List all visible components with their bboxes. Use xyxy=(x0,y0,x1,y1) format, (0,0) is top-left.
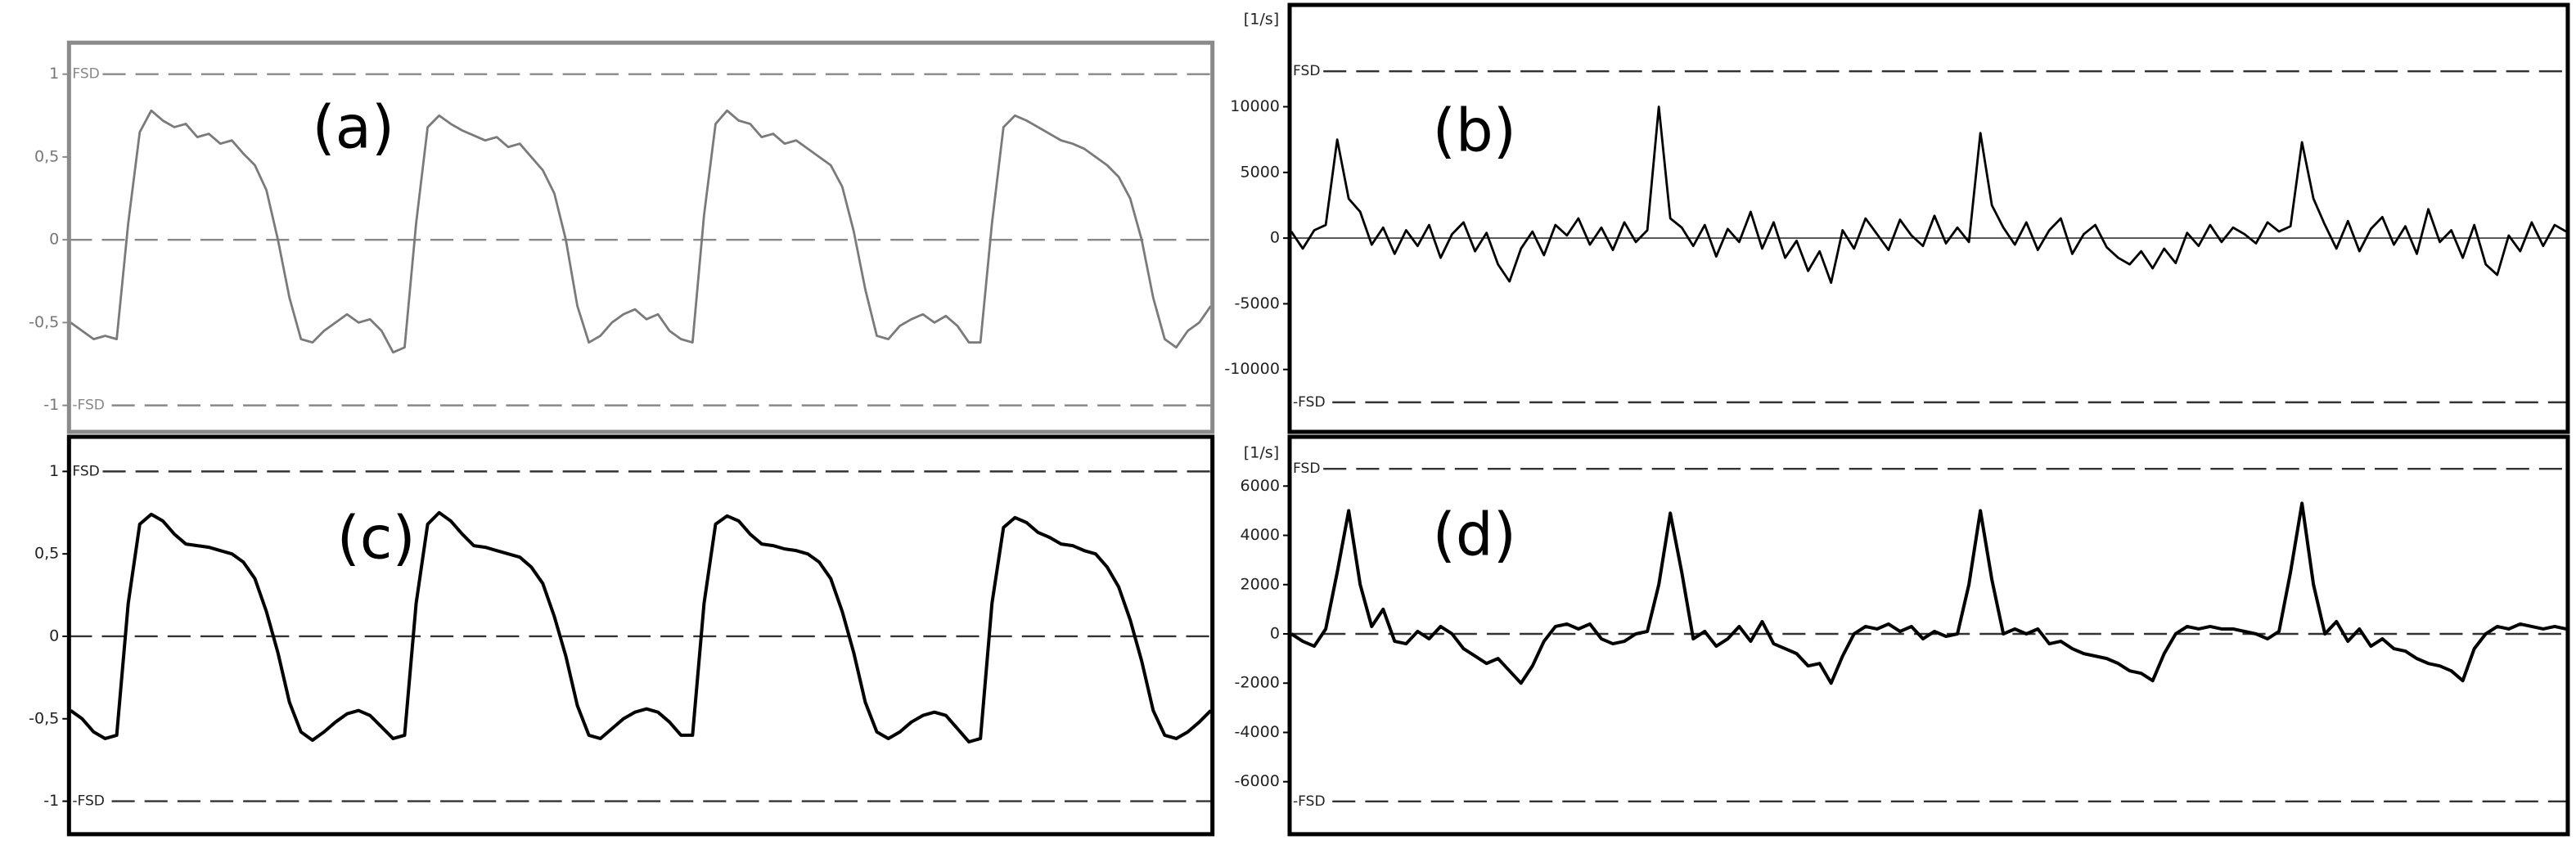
panel-annotation: (a) xyxy=(312,94,394,163)
panel-frame xyxy=(66,434,1215,837)
panel-frame xyxy=(1287,2,2570,434)
fsd-label: FSD xyxy=(1293,63,1320,79)
y-tick-label: -5000 xyxy=(1235,294,1280,312)
y-tick-label: 0 xyxy=(1270,625,1280,643)
unit-label: [1/s] xyxy=(1244,444,1279,462)
y-tick-label: 0 xyxy=(49,627,59,645)
data-line xyxy=(70,510,1213,744)
panel-frame xyxy=(66,40,1215,434)
y-tick-label: 1 xyxy=(49,462,59,480)
y-tick-label: 0 xyxy=(1270,229,1280,247)
y-tick-label: 5000 xyxy=(1240,163,1280,181)
y-tick-label: -10000 xyxy=(1224,360,1280,378)
y-tick-label: -4000 xyxy=(1235,723,1280,741)
y-tick-label: 0,5 xyxy=(34,545,59,563)
fsd-label: -FSD xyxy=(72,398,105,414)
y-tick-label: 1 xyxy=(49,65,59,83)
fsd-label: FSD xyxy=(1293,460,1320,477)
y-tick-label: 10000 xyxy=(1230,97,1280,115)
fsd-label: -FSD xyxy=(72,793,105,810)
y-tick-label: -0,5 xyxy=(29,313,59,331)
data-line xyxy=(1290,501,2567,685)
panel-annotation: (c) xyxy=(337,505,416,573)
data-line xyxy=(70,109,1212,354)
fsd-label: -FSD xyxy=(1293,394,1326,411)
y-tick-label: 4000 xyxy=(1240,526,1280,544)
y-tick-label: -1 xyxy=(43,396,59,414)
panel-frame xyxy=(1287,434,2570,837)
y-tick-label: -6000 xyxy=(1235,772,1280,790)
data-line xyxy=(1290,106,2567,285)
y-tick-label: 0 xyxy=(49,231,59,249)
unit-label: [1/s] xyxy=(1244,11,1279,29)
y-tick-label: 0,5 xyxy=(34,147,59,165)
panel-annotation: (b) xyxy=(1433,97,1516,166)
y-tick-label: -2000 xyxy=(1235,674,1280,692)
fsd-label: FSD xyxy=(72,66,99,83)
fsd-label: FSD xyxy=(72,463,99,479)
fsd-label: -FSD xyxy=(1293,793,1326,810)
y-tick-label: -1 xyxy=(43,792,59,810)
y-tick-label: 2000 xyxy=(1240,575,1280,593)
y-tick-label: -0,5 xyxy=(29,709,59,727)
panel-annotation: (d) xyxy=(1433,501,1516,570)
y-tick-label: 6000 xyxy=(1240,477,1280,495)
